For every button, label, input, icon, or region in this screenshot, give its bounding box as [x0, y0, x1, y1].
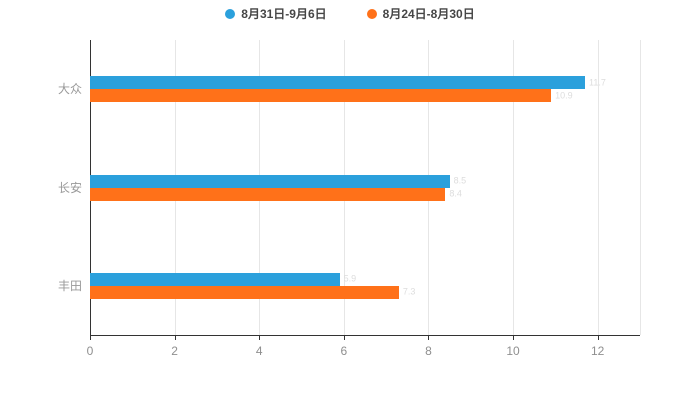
bar[interactable]: [90, 272, 340, 286]
legend-item-1[interactable]: 8月24日-8月30日: [366, 7, 475, 21]
gridline: [640, 40, 641, 335]
x-tick-label: 4: [255, 344, 263, 358]
category-label: 长安: [57, 180, 82, 195]
x-tick-label: 0: [86, 344, 94, 358]
bar[interactable]: [90, 285, 399, 299]
x-tick-label: 8: [425, 344, 432, 358]
value-label: 8.5: [453, 175, 467, 186]
x-tick-label: 12: [591, 344, 605, 358]
x-tick-label: 2: [171, 344, 178, 358]
x-axis-tick: [343, 335, 345, 340]
x-axis-tick: [597, 335, 599, 340]
category-label: 丰田: [57, 278, 82, 293]
legend-item-0[interactable]: 8月31日-9月6日: [225, 7, 327, 21]
value-label: 10.9: [555, 90, 573, 101]
value-label: 5.9: [343, 273, 357, 284]
legend-label: 8月24日-8月30日: [382, 7, 475, 21]
x-tick-label: 10: [506, 344, 520, 358]
value-label: 11.7: [589, 77, 606, 88]
x-axis-line: [90, 335, 640, 336]
gridline: [597, 40, 599, 335]
bar[interactable]: [90, 187, 446, 201]
category-label: 大众: [57, 82, 82, 97]
x-axis-tick: [259, 335, 261, 340]
x-axis-tick: [174, 335, 176, 340]
legend: 8月31日-9月6日 8月24日-8月30日: [0, 8, 700, 20]
bar[interactable]: [90, 174, 450, 188]
bar[interactable]: [90, 89, 552, 103]
x-axis-tick: [428, 335, 430, 340]
bar[interactable]: [90, 76, 585, 90]
legend-label: 8月31日-9月6日: [241, 7, 327, 21]
gridline: [513, 40, 515, 335]
value-label: 7.3: [402, 286, 416, 297]
x-axis-tick: [513, 335, 515, 340]
legend-marker-icon: [225, 9, 236, 19]
x-tick-label: 6: [340, 344, 348, 358]
value-label: 8.4: [449, 188, 462, 199]
x-axis-tick: [90, 335, 91, 340]
legend-marker-icon: [366, 9, 377, 19]
